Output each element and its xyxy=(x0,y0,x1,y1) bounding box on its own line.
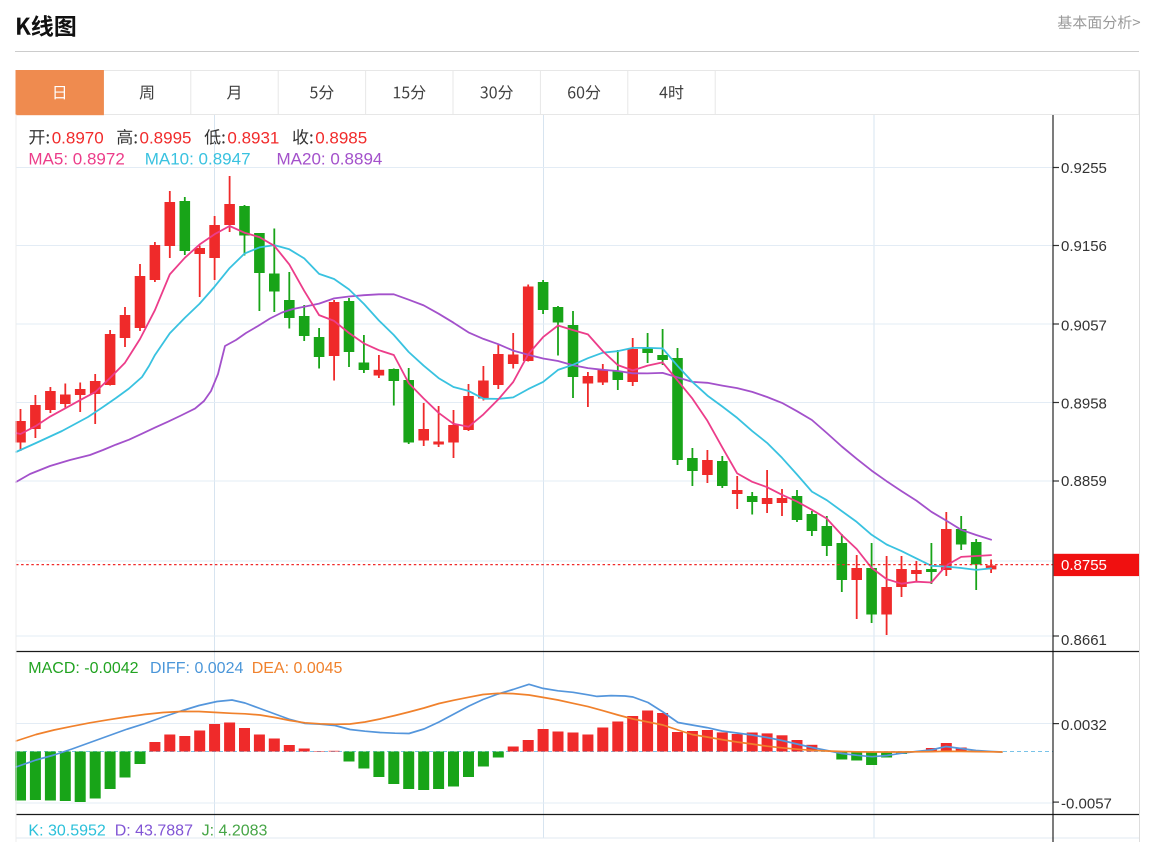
svg-text:0.8859: 0.8859 xyxy=(1061,473,1107,490)
svg-text:0.8755: 0.8755 xyxy=(1061,557,1107,574)
svg-text:MA10: 0.8947: MA10: 0.8947 xyxy=(145,149,251,168)
svg-text:-0.0057: -0.0057 xyxy=(1061,795,1112,812)
svg-text:0.8995: 0.8995 xyxy=(140,128,192,147)
svg-text:0.9156: 0.9156 xyxy=(1061,238,1107,255)
svg-text:MA5: 0.8972: MA5: 0.8972 xyxy=(28,149,124,168)
svg-text:0.9057: 0.9057 xyxy=(1061,317,1107,334)
svg-text:MACD: -0.0042: MACD: -0.0042 xyxy=(28,660,138,677)
svg-text:0.8970: 0.8970 xyxy=(52,128,104,147)
svg-text:MA20: 0.8894: MA20: 0.8894 xyxy=(277,149,383,168)
svg-text:0.8985: 0.8985 xyxy=(315,128,367,147)
svg-text:0.8958: 0.8958 xyxy=(1061,395,1107,412)
svg-text:J: 4.2083: J: 4.2083 xyxy=(202,822,268,839)
svg-text:0.8931: 0.8931 xyxy=(227,128,279,147)
svg-text:D: 43.7887: D: 43.7887 xyxy=(115,822,193,839)
svg-text:K: 30.5952: K: 30.5952 xyxy=(28,822,106,839)
svg-text:0.8661: 0.8661 xyxy=(1061,632,1107,649)
svg-text:DEA: 0.0045: DEA: 0.0045 xyxy=(252,660,343,677)
svg-text:DIFF: 0.0024: DIFF: 0.0024 xyxy=(150,660,243,677)
svg-text:0.9255: 0.9255 xyxy=(1061,160,1107,177)
svg-text:0.0032: 0.0032 xyxy=(1061,717,1107,734)
